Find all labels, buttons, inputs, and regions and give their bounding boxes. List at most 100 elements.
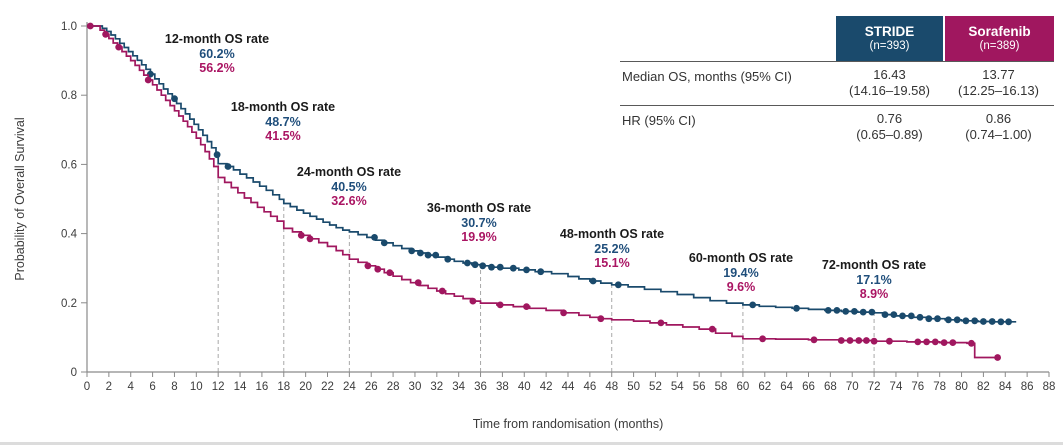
table-rule [620,105,1054,106]
sorafenib-censor-mark [810,336,818,344]
milestone-stride-rate: 60.2% [199,46,235,61]
milestone-annotation-12: 12-month OS rate 60.2% 56.2% [165,32,269,76]
milestone-annotation-24: 24-month OS rate 40.5% 32.6% [297,165,401,209]
milestone-annotation-72: 72-month OS rate 17.1% 8.9% [822,258,926,302]
milestone-annotation-48: 48-month OS rate 25.2% 15.1% [560,227,664,271]
stride-censor-mark [537,268,545,276]
milestone-sorafenib-rate: 56.2% [199,61,235,75]
milestone-title: 24-month OS rate [296,165,402,179]
stride-censor-mark [842,308,850,315]
x-tick-label: 48 [605,381,618,393]
sorafenib-censor-mark [940,339,948,346]
stride-censor-mark [224,163,232,170]
y-tick-label: 0.4 [61,229,78,241]
sorafenib-censor-mark [438,287,446,295]
sorafenib-curve [87,25,998,359]
y-axis-title: Probability of Overall Survival [13,117,27,280]
x-tick-label: 50 [627,381,640,393]
milestone-sorafenib-rate: 8.9% [859,287,889,301]
sorafenib-censor-mark [414,279,422,287]
x-tick-label: 12 [212,381,225,393]
y-tick-label: 0.2 [61,298,77,310]
x-tick-label: 38 [496,381,509,393]
sorafenib-censor-mark [914,338,922,346]
y-tick-label: 1.0 [61,21,77,33]
x-tick-label: 84 [999,381,1012,393]
stride-censor-mark [479,262,487,270]
x-tick-label: 64 [780,381,793,393]
stride-header-label: STRIDE [864,23,915,39]
hr-sorafenib-number: 0.86 [985,111,1012,126]
hr-stride-ci: (0.65–0.89) [856,127,923,142]
x-tick-label: 44 [562,381,575,393]
results-table: STRIDE (n=393) Sorafenib (n=389) Median … [620,16,1054,149]
stride-censor-mark [380,239,388,247]
sorafenib-censor-mark [364,262,372,270]
stride-censor-mark [980,318,987,325]
milestone-sorafenib-rate: 32.6% [331,194,367,208]
sorafenib-censor-mark [708,325,716,333]
stride-censor-mark [824,307,832,314]
sorafenib-censor-mark [968,339,975,347]
stride-censor-mark [925,315,933,323]
sorafenib-censor-mark [560,309,567,317]
stride-censor-mark [496,263,504,271]
stride-censor-mark [934,315,941,323]
stride-censor-mark [962,317,970,325]
stride-censor-mark [899,312,906,320]
sorafenib-censor-mark [837,337,845,344]
x-tick-label: 78 [933,381,946,393]
x-axis-title: Time from randomisation (months) [473,417,664,431]
sorafenib-censor-mark [870,337,878,345]
x-tick-label: 42 [540,381,553,393]
stride-censor-mark [945,316,952,324]
stride-header-cell: STRIDE (n=393) [836,16,943,61]
x-tick-label: 2 [106,381,112,393]
hr-row-label: HR (95% CI) [622,113,696,128]
milestone-title: 18-month OS rate [230,100,336,114]
sorafenib-header-cell: Sorafenib (n=389) [945,16,1054,61]
milestone-title: 60-month OS rate [688,251,794,265]
table-rule [620,61,1054,62]
sorafenib-header-n: (n=389) [979,39,1020,52]
x-tick-label: 4 [128,381,135,393]
stride-censor-mark [1005,318,1012,326]
milestone-sorafenib-rate: 9.6% [726,280,756,294]
x-tick-label: 36 [474,381,487,393]
x-tick-label: 80 [955,381,968,393]
milestone-title: 12-month OS rate [164,32,270,46]
stride-censor-mark [793,304,800,312]
stride-censor-mark [868,308,876,316]
x-tick-label: 72 [868,381,881,393]
x-tick-label: 28 [387,381,400,393]
stride-censor-mark [953,316,961,324]
x-tick-label: 88 [1043,381,1056,393]
stride-censor-mark [749,301,757,309]
milestone-sorafenib-rate: 41.5% [265,129,301,143]
x-tick-label: 20 [299,381,312,393]
stride-censor-mark [471,261,479,269]
milestone-stride-rate: 40.5% [331,179,367,194]
stride-censor-mark [851,308,858,315]
stride-censor-mark [488,263,495,271]
hr-sorafenib-value: 0.86 (0.74–1.00) [943,106,1054,149]
stride-censor-mark [509,264,517,272]
stride-censor-mark [890,311,898,318]
sorafenib-censor-mark [863,337,870,344]
median-os-stride-value: 16.43 (14.16–19.58) [836,62,943,105]
sorafenib-censor-mark [657,319,665,327]
x-tick-label: 54 [671,381,684,393]
milestone-stride-rate: 25.2% [594,241,630,256]
hr-stride-number: 0.76 [876,111,903,126]
x-tick-label: 76 [911,381,924,393]
sorafenib-censor-mark [306,235,314,243]
x-tick-label: 24 [343,381,356,393]
median-os-sorafenib-value: 13.77 (12.25–16.13) [943,62,1054,105]
sorafenib-censor-mark [949,339,957,346]
sorafenib-censor-mark [523,303,530,310]
sorafenib-censor-mark [115,43,123,51]
stride-curve [87,25,1017,323]
sorafenib-censor-mark [597,315,605,323]
